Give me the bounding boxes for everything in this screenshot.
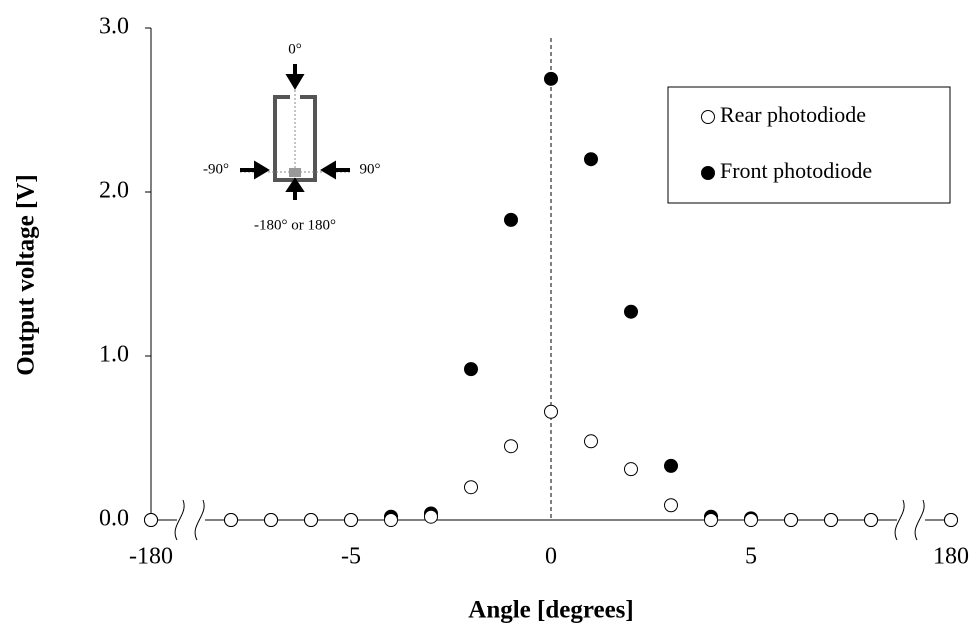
point bbox=[424, 509, 438, 524]
point bbox=[304, 513, 318, 527]
y-tick-label: 1.0 bbox=[99, 342, 129, 368]
x-axis-label: Angle [degrees] bbox=[468, 597, 633, 624]
x-tick-label: 5 bbox=[745, 544, 757, 570]
inset-label: 90° bbox=[360, 161, 381, 177]
inset-diode bbox=[289, 168, 301, 177]
axis-break-gap bbox=[177, 500, 205, 540]
point bbox=[784, 513, 798, 527]
axis-break-gap bbox=[897, 500, 925, 540]
point bbox=[384, 513, 398, 527]
point bbox=[224, 513, 238, 527]
inset-gap bbox=[290, 91, 300, 103]
legend-marker bbox=[701, 110, 715, 124]
point bbox=[584, 434, 598, 449]
x-tick-label: 0 bbox=[545, 544, 557, 570]
point bbox=[944, 513, 958, 527]
arrow bbox=[240, 160, 270, 180]
y-tick-label: 0.0 bbox=[99, 506, 129, 532]
point bbox=[664, 458, 678, 473]
y-tick-label: 3.0 bbox=[99, 14, 129, 40]
axis-break bbox=[914, 499, 925, 541]
x-tick-label: 180 bbox=[933, 544, 969, 570]
point bbox=[544, 404, 558, 419]
point bbox=[544, 71, 558, 86]
point bbox=[624, 304, 638, 319]
x-tick-label: -5 bbox=[341, 544, 361, 570]
inset-label: 0° bbox=[288, 41, 302, 57]
point bbox=[144, 513, 158, 527]
point bbox=[464, 480, 478, 495]
arrow bbox=[320, 160, 350, 180]
legend-box bbox=[667, 86, 951, 204]
x-tick-label: -180 bbox=[129, 544, 173, 570]
point bbox=[864, 513, 878, 527]
inset-label: -90° bbox=[203, 161, 229, 177]
axis-break bbox=[194, 499, 205, 541]
y-axis-label: Output voltage [V] bbox=[13, 174, 40, 375]
inset-diagram: 0° -90° 90° -180° or 180° bbox=[203, 41, 381, 233]
point bbox=[344, 513, 358, 527]
point bbox=[824, 513, 838, 527]
legend-label: Front photodiode bbox=[720, 158, 872, 183]
point bbox=[464, 362, 478, 377]
point bbox=[584, 152, 598, 167]
point bbox=[664, 498, 678, 513]
legend-label: Rear photodiode bbox=[720, 102, 866, 127]
y-tick-label: 2.0 bbox=[99, 178, 129, 204]
point bbox=[744, 513, 758, 527]
point bbox=[624, 462, 638, 477]
arrow bbox=[285, 64, 305, 90]
point bbox=[264, 513, 278, 527]
point bbox=[704, 513, 718, 527]
legend-marker bbox=[701, 166, 715, 180]
point bbox=[504, 439, 518, 454]
axis-break bbox=[174, 499, 185, 541]
arrow bbox=[285, 177, 305, 200]
inset-label: -180° or 180° bbox=[254, 217, 336, 233]
point bbox=[504, 212, 518, 227]
axis-break bbox=[894, 499, 905, 541]
